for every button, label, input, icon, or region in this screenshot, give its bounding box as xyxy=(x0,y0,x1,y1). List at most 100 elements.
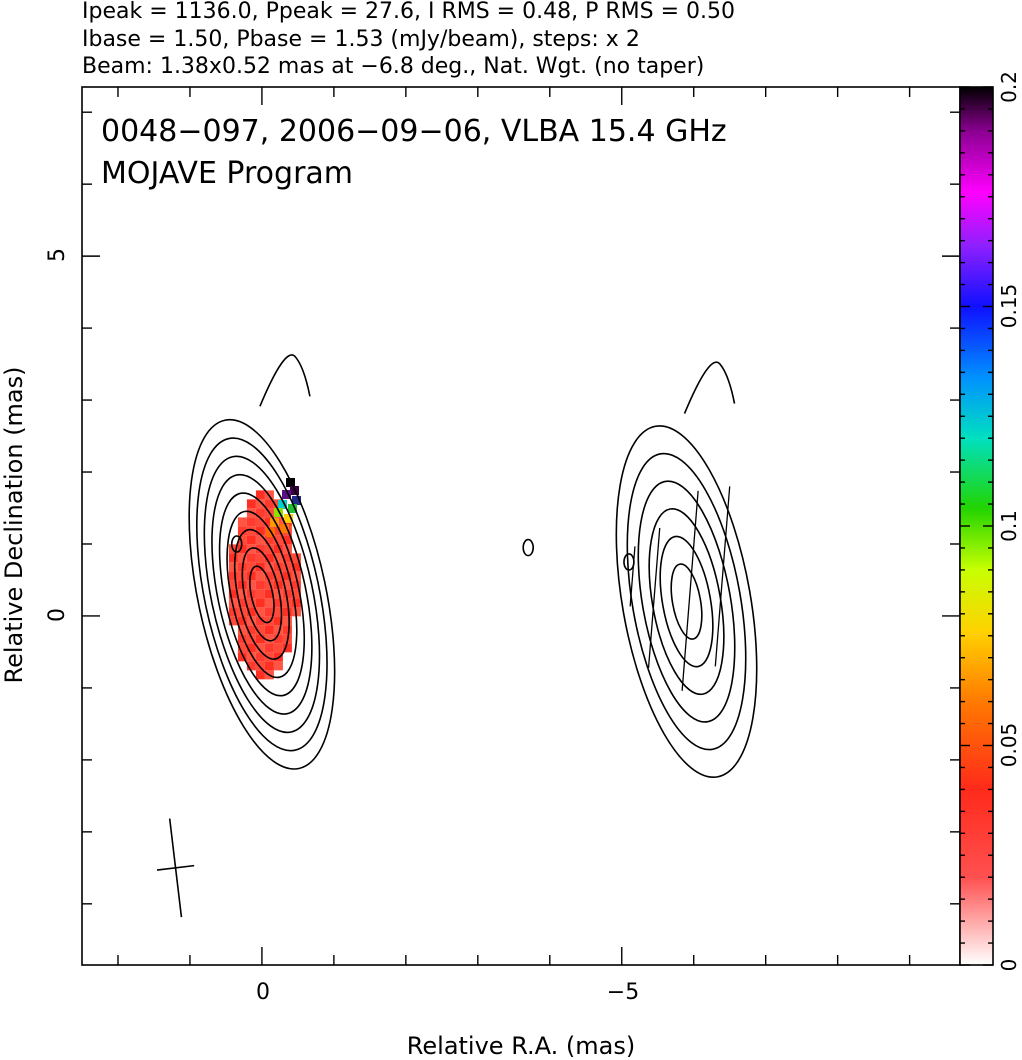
image-contour xyxy=(637,480,736,723)
colorbar-ticks xyxy=(960,86,993,966)
pol-pixel xyxy=(273,652,283,662)
pol-pixel xyxy=(255,580,265,590)
pol-pixel xyxy=(273,607,283,617)
pol-pixel xyxy=(246,661,256,671)
pol-pixel xyxy=(228,607,238,617)
pol-pixel xyxy=(282,490,291,499)
pol-pixel xyxy=(237,526,247,536)
colorbar-label-0: 0 xyxy=(997,959,1021,972)
pol-pixel xyxy=(288,504,297,513)
noise-contour xyxy=(230,535,243,553)
pol-pixel xyxy=(255,589,265,599)
pol-pixel xyxy=(273,553,283,563)
pol-pixel xyxy=(282,643,292,653)
image-contour xyxy=(648,508,725,696)
pol-pixel xyxy=(291,562,301,572)
beam-minor-axis xyxy=(156,864,195,871)
noise-contour xyxy=(623,553,635,571)
pol-pixel xyxy=(282,580,292,590)
pol-vector xyxy=(629,546,636,607)
core-contour xyxy=(211,473,313,715)
pol-pixel xyxy=(255,616,265,626)
pol-pixel xyxy=(266,528,275,537)
pol-pixel xyxy=(255,607,265,617)
colorbar-label-0.1: 0.1 xyxy=(997,510,1021,542)
pol-pixel xyxy=(237,544,247,554)
core-contour xyxy=(233,528,290,660)
image-contour xyxy=(670,563,703,640)
pol-pixel xyxy=(255,634,265,644)
pol-pixel xyxy=(246,562,256,572)
core-outer-lobe xyxy=(259,354,311,407)
pol-pixel xyxy=(228,616,238,626)
pol-pixel xyxy=(228,589,238,599)
pol-pixel xyxy=(264,652,274,662)
image-contour xyxy=(626,452,747,751)
pol-pixel xyxy=(237,535,247,545)
pol-pixel xyxy=(255,598,265,608)
pol-pixel xyxy=(237,652,247,662)
pol-pixel xyxy=(290,486,299,495)
pol-pixel xyxy=(273,625,283,635)
core-contour xyxy=(226,510,298,679)
pol-pixel xyxy=(291,553,301,563)
pol-pixel xyxy=(237,643,247,653)
pol-pixel xyxy=(228,562,238,572)
pol-pixel xyxy=(264,598,274,608)
pol-pixel xyxy=(270,518,279,527)
pol-pixel xyxy=(291,580,301,590)
pol-pixel xyxy=(264,571,274,581)
pol-pixel xyxy=(255,517,265,527)
pol-pixel xyxy=(292,496,301,505)
pol-pixel xyxy=(282,535,292,545)
pol-pixel xyxy=(228,580,238,590)
pol-pixel xyxy=(282,589,292,599)
plot-title-line-1: 0048−097, 2006−09−06, VLBA 15.4 GHz xyxy=(101,114,727,149)
pol-pixel xyxy=(273,526,283,536)
pol-pixel xyxy=(273,535,283,545)
pol-pixel xyxy=(264,625,274,635)
pol-pixel xyxy=(273,643,283,653)
pol-pixel xyxy=(255,553,265,563)
pol-pixel xyxy=(246,535,256,545)
pol-pixel xyxy=(264,535,274,545)
pol-pixel xyxy=(264,499,274,509)
axis-ticks xyxy=(82,87,960,965)
pol-pixel xyxy=(291,589,301,599)
pol-pixel xyxy=(286,478,295,487)
pol-pixel xyxy=(264,517,274,527)
pol-pixel xyxy=(246,553,256,563)
pol-pixel xyxy=(264,544,274,554)
header: Ipeak = 1136.0, Ppeak = 27.6, I RMS = 0.… xyxy=(82,0,735,79)
colorbar-label-0.15: 0.15 xyxy=(997,284,1021,329)
pol-pixel xyxy=(273,544,283,554)
pol-pixel xyxy=(273,616,283,626)
pol-pixel xyxy=(255,652,265,662)
pol-pixel xyxy=(264,634,274,644)
intensity-contours xyxy=(188,354,758,779)
pol-pixel xyxy=(273,580,283,590)
pol-pixel xyxy=(246,625,256,635)
pol-pixel xyxy=(237,634,247,644)
pol-pixel xyxy=(282,607,292,617)
pol-pixel xyxy=(237,607,247,617)
pol-pixel xyxy=(274,508,283,517)
pol-pixel xyxy=(255,643,265,653)
core-contour xyxy=(249,565,275,624)
x-axis-label: Relative R.A. (mas) xyxy=(407,1032,635,1060)
core-contour xyxy=(203,455,321,734)
pol-pixel xyxy=(273,589,283,599)
pol-pixel xyxy=(278,500,287,509)
core-contour xyxy=(241,547,283,642)
pol-pixel xyxy=(246,571,256,581)
plot-title-line-2: MOJAVE Program xyxy=(101,156,353,191)
y-axis-label: Relative Declination (mas) xyxy=(0,366,28,683)
pol-pixel xyxy=(264,562,274,572)
pol-pixel xyxy=(237,598,247,608)
pol-pixel xyxy=(237,517,247,527)
y-tick-label-5: 5 xyxy=(45,248,70,262)
pol-pixel xyxy=(246,499,256,509)
header-line-2: Ibase = 1.50, Pbase = 1.53 (mJy/beam), s… xyxy=(82,27,640,52)
pol-pixel xyxy=(237,625,247,635)
